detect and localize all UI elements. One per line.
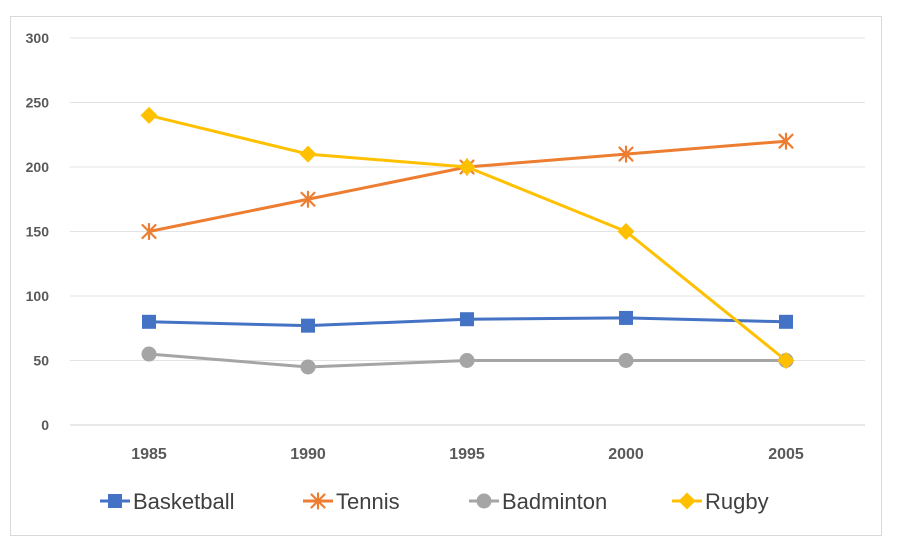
data-point-badminton (459, 353, 475, 368)
legend-label-tennis: Tennis (336, 489, 400, 514)
data-point-rugby (458, 158, 476, 176)
data-point-basketball (142, 314, 156, 329)
legend-item-badminton: Badminton (469, 489, 607, 514)
data-point-basketball (619, 310, 633, 325)
y-tick-label: 200 (26, 159, 50, 175)
legend-label-basketball: Basketball (133, 489, 235, 514)
data-point-badminton (300, 359, 316, 375)
y-axis-ticks: 0 50 100 150 200 250 300 (26, 30, 50, 433)
data-point-badminton (618, 353, 634, 368)
data-point-rugby (777, 352, 795, 369)
series-rugby (140, 106, 795, 369)
legend-marker-basketball (108, 494, 122, 508)
series-line-tennis (148, 139, 787, 233)
data-point-basketball (460, 312, 474, 327)
x-tick-label: 1995 (449, 446, 485, 463)
legend-item-tennis: Tennis (303, 489, 400, 514)
x-tick-label: 1990 (290, 446, 326, 463)
legend-item-basketball: Basketball (100, 489, 235, 514)
y-tick-label: 100 (26, 288, 50, 304)
x-tick-label: 1985 (131, 446, 167, 463)
data-point-tennis (618, 145, 634, 163)
series-basketball (142, 310, 793, 333)
legend-marker-badminton (476, 493, 492, 509)
y-tick-label: 150 (26, 224, 50, 240)
data-point-tennis (300, 190, 316, 208)
legend-label-rugby: Rugby (705, 489, 769, 514)
data-point-badminton (141, 346, 157, 362)
series-badminton (141, 346, 794, 375)
data-point-tennis (778, 132, 794, 150)
y-tick-label: 50 (33, 353, 49, 369)
legend-marker-rugby (678, 492, 696, 510)
y-tick-label: 0 (41, 417, 49, 433)
series-tennis (141, 132, 794, 241)
series-layer (140, 106, 795, 375)
legend-marker-tennis (310, 492, 326, 510)
data-point-tennis (141, 222, 157, 241)
x-tick-label: 2005 (768, 446, 804, 463)
data-point-rugby (299, 145, 317, 163)
legend: Basketball Tennis Badminton Rugby (100, 489, 769, 514)
legend-item-rugby: Rugby (672, 489, 769, 514)
data-point-rugby (617, 223, 635, 240)
data-point-basketball (301, 318, 315, 333)
data-point-rugby (140, 106, 158, 124)
data-point-basketball (779, 314, 793, 329)
y-tick-label: 300 (26, 30, 50, 46)
x-axis-ticks: 1985 1990 1995 2000 2005 (131, 446, 804, 463)
x-tick-label: 2000 (608, 446, 644, 463)
legend-label-badminton: Badminton (502, 489, 607, 514)
y-tick-label: 250 (26, 95, 50, 111)
